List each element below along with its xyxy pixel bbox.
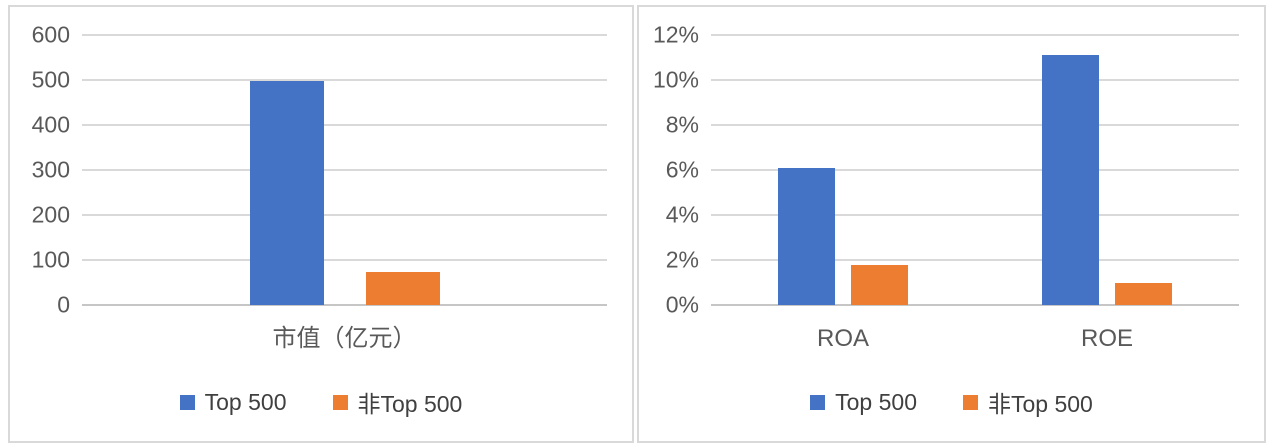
y-tick-label: 12%	[652, 21, 699, 48]
bar-series-0-cat-0	[778, 167, 835, 305]
gridline	[711, 169, 1239, 171]
x-axis-category-labels: 市值（亿元）	[82, 323, 607, 355]
legend-item-1: 非Top 500	[332, 385, 463, 419]
legend-swatch-icon	[963, 394, 978, 410]
category-label-0: ROA	[816, 325, 869, 352]
y-tick-label: 2%	[665, 246, 699, 273]
y-tick-label: 6%	[665, 156, 699, 183]
bar-group-1	[975, 35, 1239, 305]
gridline	[82, 259, 607, 261]
y-tick-label: 200	[31, 201, 70, 228]
chart-legend: Top 500 非Top 500	[10, 385, 632, 419]
y-axis: 0 100 200 300 400 500 600	[10, 23, 70, 316]
y-tick-label: 0	[57, 291, 70, 318]
legend-swatch-icon	[179, 394, 195, 410]
y-axis: 0% 2% 4% 6% 8% 10% 12%	[639, 23, 699, 316]
legend-label: 非Top 500	[357, 391, 463, 417]
plot-area	[82, 34, 607, 306]
bar-series-1-cat-0	[365, 272, 440, 305]
bar-series-1-cat-0	[851, 264, 908, 305]
plot-area	[711, 34, 1239, 306]
y-tick-label: 100	[31, 246, 70, 273]
legend-item-0: Top 500	[179, 388, 287, 416]
bar-group-0	[711, 35, 975, 305]
bar-series-0-cat-0	[249, 81, 324, 305]
bar-group-0	[82, 35, 607, 305]
y-tick-label: 500	[31, 66, 70, 93]
gridline	[711, 124, 1239, 126]
y-tick-label: 4%	[665, 201, 699, 228]
legend-item-0: Top 500	[810, 389, 917, 416]
y-tick-label: 400	[31, 111, 70, 138]
gridline	[82, 79, 607, 81]
legend-label: 非Top 500	[988, 391, 1093, 417]
gridline	[711, 259, 1239, 261]
y-tick-label: 0%	[665, 291, 699, 318]
gridline	[82, 214, 607, 216]
legend-label: Top 500	[204, 388, 287, 415]
gridline	[711, 79, 1239, 81]
category-label-1: ROE	[1080, 325, 1133, 352]
gridline	[82, 34, 607, 36]
legend-swatch-icon	[332, 394, 348, 410]
x-axis-baseline	[711, 304, 1239, 306]
bar-groups	[711, 35, 1239, 305]
gridline	[82, 124, 607, 126]
gridline	[82, 169, 607, 171]
market-value-chart-panel: 0 100 200 300 400 500 600 市值（亿元） Top 500 非Top 5…	[8, 5, 634, 443]
y-tick-label: 10%	[652, 66, 699, 93]
bar-series-0-cat-1	[1042, 55, 1099, 305]
legend-swatch-icon	[810, 394, 826, 410]
y-tick-label: 8%	[665, 111, 699, 138]
legend-label: Top 500	[835, 388, 917, 415]
gridline	[711, 214, 1239, 216]
gridline	[711, 34, 1239, 36]
y-tick-label: 300	[31, 156, 70, 183]
y-tick-label: 600	[31, 21, 70, 48]
bar-groups	[82, 35, 607, 305]
chart-legend: Top 500 非Top 500	[639, 385, 1264, 419]
roa-roe-chart-panel: 0% 2% 4% 6% 8% 10% 12% ROA ROE Top 500 非Top 500	[637, 5, 1266, 443]
legend-item-1: 非Top 500	[963, 385, 1093, 419]
bar-series-1-cat-1	[1115, 282, 1172, 305]
category-label-0: 市值（亿元）	[272, 325, 417, 352]
x-axis-category-labels: ROA ROE	[711, 323, 1239, 355]
x-axis-baseline	[82, 304, 607, 306]
